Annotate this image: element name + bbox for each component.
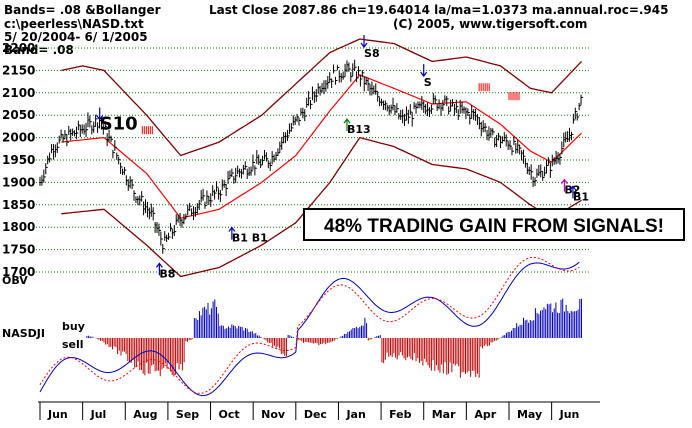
month-label: May xyxy=(517,408,542,421)
month-label: Dec xyxy=(304,408,327,421)
signal-label: S xyxy=(424,76,432,89)
y-tick-label: 2100 xyxy=(2,86,35,100)
obv-line xyxy=(39,261,580,397)
obv-moving-average xyxy=(39,256,580,394)
band-setting: Band= .08 xyxy=(4,43,74,57)
bands-label: Bands= .08 &Bollanger xyxy=(4,3,161,17)
month-label: Jan xyxy=(345,408,365,421)
sell-arrow-icon xyxy=(96,107,104,121)
sell-arrow-icon xyxy=(360,34,368,48)
nasdji-label: NASDJI xyxy=(2,327,45,340)
buy-label: buy xyxy=(62,320,85,333)
y-tick-label: 1800 xyxy=(2,220,35,234)
y-tick-label: 2200 xyxy=(2,41,35,55)
buy-arrow-icon xyxy=(343,118,351,132)
copyright: (C) 2005, www.tigersoft.com xyxy=(393,17,587,31)
last-close-stats: Last Close 2087.86 ch=19.64014 la/ma=1.0… xyxy=(209,3,668,17)
month-label: Sep xyxy=(176,408,199,421)
month-label: Oct xyxy=(219,408,240,421)
bollinger-bands xyxy=(61,38,582,278)
y-tick-label: 2150 xyxy=(2,63,35,77)
price-bars xyxy=(39,59,584,254)
y-tick-label: 1700 xyxy=(2,265,35,279)
signal-label: B8 xyxy=(159,267,175,280)
y-tick-label: 1750 xyxy=(2,243,35,257)
month-label: Nov xyxy=(261,408,286,421)
signal-label: S8 xyxy=(364,47,380,60)
buy-arrow-icon xyxy=(155,262,163,276)
lower-band-line xyxy=(61,136,582,278)
buy-arrow-icon xyxy=(560,178,568,192)
upper-band-line xyxy=(61,38,582,157)
price-axis-labels: 1700 1750 1800 1850 1900 1950 2000 2050 2100 2150… xyxy=(2,41,35,279)
month-label: Feb xyxy=(389,408,412,421)
file-path: c:\peerless\NASD.txt xyxy=(4,17,144,31)
y-tick-label: 1900 xyxy=(2,175,35,189)
y-tick-label: 1950 xyxy=(2,153,35,167)
month-label: Jun xyxy=(559,408,580,421)
signal-label: B1 B1 xyxy=(232,232,268,245)
banner-text: 48% TRADING GAIN FROM SIGNALS! xyxy=(324,216,664,237)
buy-arrow-icon xyxy=(569,185,577,199)
signal-label: B1 xyxy=(573,190,589,203)
date-range: 5/ 20/2004- 6/ 1/2005 xyxy=(4,30,148,44)
signal-label: S10 xyxy=(100,114,138,135)
month-label: Jul xyxy=(90,408,107,421)
month-label: Mar xyxy=(432,408,456,421)
obv-label: OBV xyxy=(2,274,28,287)
month-label: Jun xyxy=(47,408,68,421)
indicator-panel xyxy=(39,256,582,397)
signal-label: B13 xyxy=(347,123,371,136)
y-tick-label: 1850 xyxy=(2,198,35,212)
sell-label: sell xyxy=(62,338,84,351)
month-label: Aug xyxy=(133,408,157,421)
month-label: Apr xyxy=(474,408,496,421)
y-tick-label: 2000 xyxy=(2,131,35,145)
y-tick-label: 2050 xyxy=(2,108,35,122)
banner-box xyxy=(303,208,685,241)
buy-arrow-icon xyxy=(228,226,236,240)
month-axis: Jun Jul Aug Sep Oct Nov Dec Jan Feb Mar Apr May Jun xyxy=(39,402,580,421)
moving-average-line xyxy=(61,74,582,219)
sell-arrow-icon xyxy=(420,64,428,78)
